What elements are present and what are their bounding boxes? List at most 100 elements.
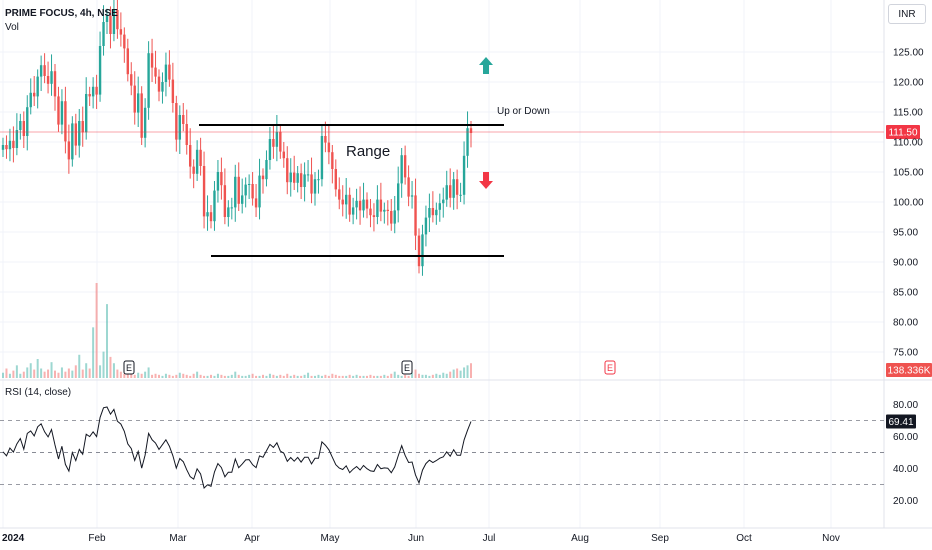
rsi-line <box>2 406 472 489</box>
volume-bar <box>196 371 199 378</box>
volume-bar <box>282 375 285 378</box>
symbol-title: PRIME FOCUS, 4h, NSE <box>5 8 118 19</box>
volume-bar <box>5 368 8 378</box>
volume-bar <box>47 369 50 378</box>
volume-bar <box>57 372 60 378</box>
volume-bar <box>95 283 98 378</box>
volume-label: Vol <box>5 22 19 33</box>
candle-body <box>445 185 448 200</box>
candle-body <box>8 140 12 150</box>
volume-bar <box>435 373 438 378</box>
candle-body <box>192 166 195 174</box>
candle-body <box>407 177 410 197</box>
candle-body <box>50 71 53 84</box>
candle-body <box>442 199 445 204</box>
range-annotation: Range <box>346 143 391 160</box>
candle-body <box>251 184 254 199</box>
volume-bar <box>43 371 46 378</box>
volume-bar <box>151 374 154 378</box>
rsi-tick-label: 20.00 <box>893 496 918 507</box>
volume-bar <box>147 367 150 378</box>
volume-bar <box>393 371 396 378</box>
last-price-tag <box>886 125 920 139</box>
volume-bar <box>251 373 254 378</box>
rsi-tick-label: 60.00 <box>893 432 918 443</box>
candle-body <box>421 234 424 267</box>
volume-bar <box>2 372 4 378</box>
candle-body <box>209 212 213 222</box>
candle-body <box>275 131 279 147</box>
volume-bar <box>411 372 414 378</box>
rsi-pane <box>0 406 884 489</box>
volume-bar <box>331 373 334 378</box>
volume-bar <box>338 375 341 378</box>
candle-body <box>5 145 8 150</box>
earnings-marker[interactable] <box>604 360 616 375</box>
last-price-line: 111.50 138.336K <box>0 125 932 377</box>
volume-bar <box>327 375 330 378</box>
candle-body <box>417 235 421 267</box>
volume-bar <box>15 365 18 378</box>
volume-bar <box>286 373 289 378</box>
candle-body <box>85 94 88 133</box>
candle-body <box>452 179 455 198</box>
volume-bar <box>296 375 299 378</box>
candle-body <box>81 121 84 133</box>
candle-body <box>410 195 414 197</box>
volume-bar <box>12 370 15 378</box>
earnings-marker[interactable] <box>123 360 135 375</box>
candle-body <box>369 208 372 216</box>
volume-bar <box>404 374 407 378</box>
candle-body <box>372 215 376 217</box>
volume-bar <box>109 356 112 378</box>
volume-bar <box>466 365 469 378</box>
volume-bar <box>244 375 247 378</box>
candle-body <box>230 207 233 209</box>
volume-tag <box>886 363 932 377</box>
volume-bar <box>355 374 358 378</box>
volume-bar <box>88 368 91 378</box>
volume-bar <box>456 368 459 378</box>
volume-bar <box>272 374 275 378</box>
volume-bar <box>345 375 348 378</box>
candle-body <box>195 149 199 174</box>
volume-bar <box>317 374 320 378</box>
volume-bar <box>78 354 81 378</box>
volume-bar <box>64 371 67 378</box>
volume-bar <box>171 375 174 378</box>
volume-bar <box>300 375 303 378</box>
price-axis[interactable]: 125.00 120.00 115.00 110.00 105.00 100.00 95.0… <box>893 48 924 359</box>
volume-bar <box>85 363 88 378</box>
volume-bar <box>22 371 25 378</box>
candle-body <box>241 195 244 204</box>
volume-bar <box>414 369 417 378</box>
rsi-axis[interactable]: 80.00 60.00 40.00 20.00 69.41 <box>886 400 918 507</box>
volume-bar <box>8 373 11 378</box>
candle-body <box>53 71 57 97</box>
volume-bar <box>216 373 219 378</box>
volume-bar <box>29 363 32 378</box>
volume-bar <box>379 375 382 378</box>
price-tick-label: 100.00 <box>893 198 924 209</box>
candle-body <box>296 173 299 183</box>
volume-bar <box>352 375 355 378</box>
time-axis[interactable]: 2024 Feb Mar Apr May Jun Jul Aug Sep Oct Nov <box>2 533 840 544</box>
up-or-down-annotation: Up or Down <box>497 106 550 117</box>
rsi-label: RSI (14, close) <box>5 387 72 398</box>
earnings-marker[interactable] <box>401 360 413 375</box>
volume-bar <box>71 370 74 378</box>
volume-bar <box>262 374 264 378</box>
candle-body <box>403 155 407 178</box>
volume-bar <box>248 374 251 378</box>
volume-bar <box>397 374 400 378</box>
time-tick-label: Aug <box>571 533 589 544</box>
volume-bar <box>230 374 233 378</box>
candle-body <box>220 172 223 186</box>
candle-body <box>175 103 178 140</box>
volume-bar <box>40 368 43 378</box>
volume-bar <box>206 375 209 378</box>
candle-body <box>46 76 50 84</box>
currency-button[interactable]: INR <box>888 4 926 24</box>
volume-bar <box>265 375 268 378</box>
